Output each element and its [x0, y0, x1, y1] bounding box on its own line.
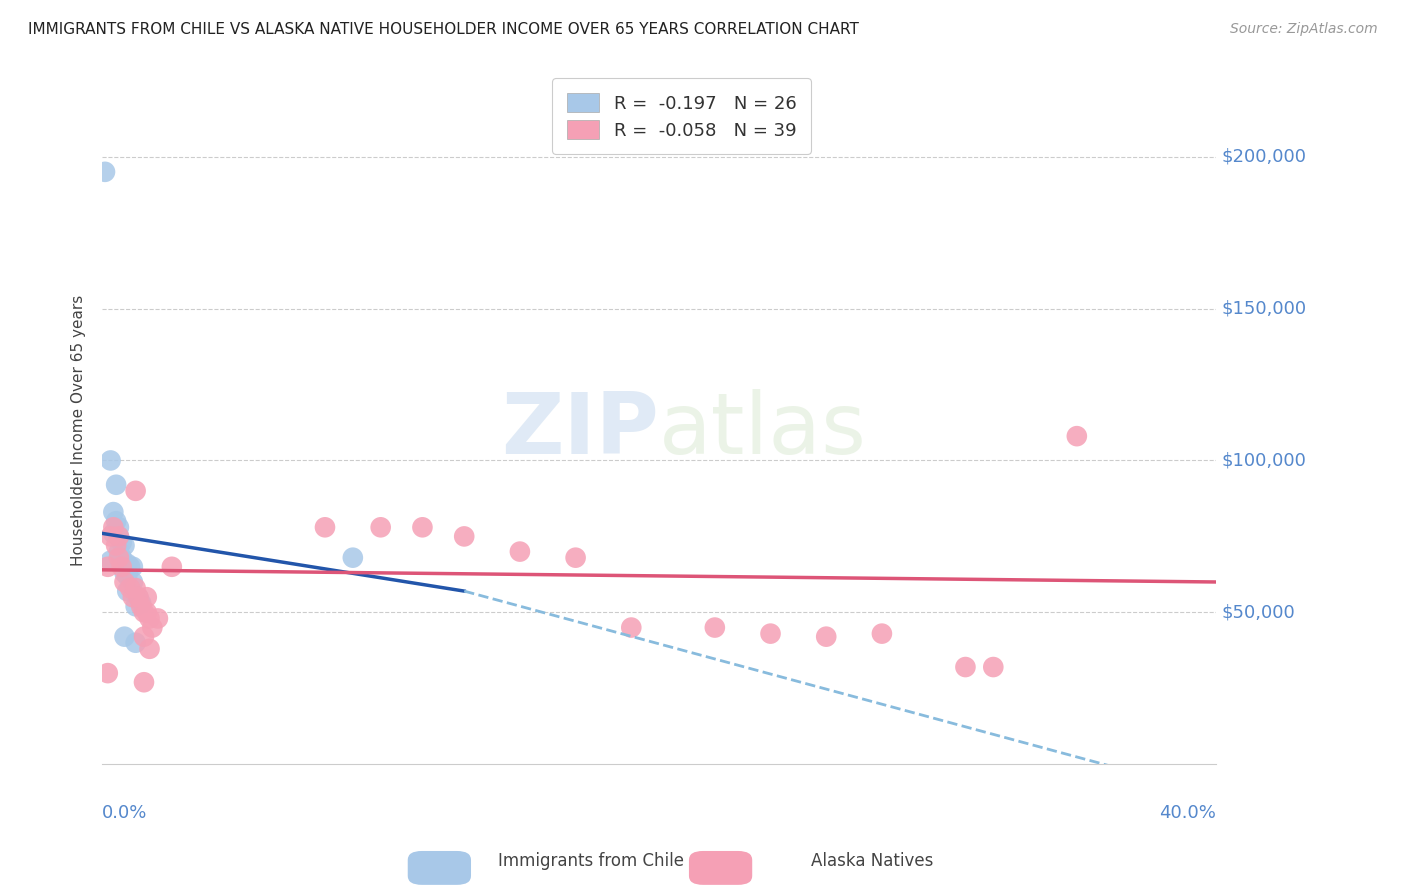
Point — [120, 581, 142, 595]
Point — [105, 539, 128, 553]
Point — [121, 574, 143, 589]
Legend: R =  -0.197   N = 26, R =  -0.058   N = 39: R = -0.197 N = 26, R = -0.058 N = 39 — [553, 78, 811, 154]
Point — [870, 626, 893, 640]
Point — [132, 606, 155, 620]
Point — [100, 453, 122, 467]
Point — [620, 621, 643, 635]
Point — [114, 566, 136, 580]
Text: ZIP: ZIP — [502, 389, 659, 472]
Point — [103, 526, 125, 541]
Text: Immigrants from Chile: Immigrants from Chile — [498, 852, 683, 870]
Point — [111, 559, 134, 574]
Point — [117, 584, 139, 599]
Point — [160, 559, 183, 574]
Point — [342, 550, 364, 565]
Text: $100,000: $100,000 — [1222, 451, 1306, 469]
Point — [124, 581, 146, 595]
Point — [114, 574, 136, 589]
Point — [703, 621, 725, 635]
Point — [114, 539, 136, 553]
Text: $50,000: $50,000 — [1222, 603, 1295, 622]
Point — [509, 544, 531, 558]
Point — [120, 559, 142, 574]
Point — [370, 520, 392, 534]
Point — [127, 590, 149, 604]
Point — [815, 630, 838, 644]
Point — [129, 599, 152, 614]
Point — [955, 660, 977, 674]
Point — [121, 590, 143, 604]
Point — [94, 165, 117, 179]
Point — [453, 529, 475, 543]
Point — [124, 599, 146, 614]
Text: 0.0%: 0.0% — [103, 805, 148, 822]
Point — [759, 626, 782, 640]
Point — [1066, 429, 1088, 443]
Point — [411, 520, 433, 534]
Point — [97, 559, 120, 574]
Point — [103, 505, 125, 519]
Text: 40.0%: 40.0% — [1159, 805, 1216, 822]
Point — [564, 550, 586, 565]
Point — [129, 596, 152, 610]
Point — [108, 520, 131, 534]
Point — [108, 544, 131, 558]
Point — [114, 630, 136, 644]
Point — [314, 520, 336, 534]
Text: $150,000: $150,000 — [1222, 300, 1306, 318]
Point — [97, 666, 120, 681]
Point — [105, 514, 128, 528]
Point — [135, 606, 157, 620]
Text: Source: ZipAtlas.com: Source: ZipAtlas.com — [1230, 22, 1378, 37]
Point — [108, 550, 131, 565]
Point — [124, 483, 146, 498]
Point — [138, 641, 160, 656]
Point — [124, 636, 146, 650]
Point — [132, 675, 155, 690]
Text: $200,000: $200,000 — [1222, 148, 1306, 166]
Point — [981, 660, 1004, 674]
Point — [117, 557, 139, 571]
Text: IMMIGRANTS FROM CHILE VS ALASKA NATIVE HOUSEHOLDER INCOME OVER 65 YEARS CORRELAT: IMMIGRANTS FROM CHILE VS ALASKA NATIVE H… — [28, 22, 859, 37]
Text: atlas: atlas — [659, 389, 868, 472]
Point — [111, 550, 134, 565]
Point — [105, 477, 128, 491]
Point — [111, 535, 134, 549]
Text: Alaska Natives: Alaska Natives — [810, 852, 934, 870]
Point — [121, 559, 143, 574]
Point — [108, 529, 131, 543]
Point — [138, 611, 160, 625]
Point — [132, 630, 155, 644]
Point — [117, 569, 139, 583]
Point — [141, 621, 163, 635]
Point — [135, 590, 157, 604]
Point — [103, 520, 125, 534]
Point — [100, 554, 122, 568]
Point — [127, 590, 149, 604]
Point — [100, 529, 122, 543]
Point — [146, 611, 169, 625]
Y-axis label: Householder Income Over 65 years: Householder Income Over 65 years — [72, 294, 86, 566]
Point — [108, 529, 131, 543]
